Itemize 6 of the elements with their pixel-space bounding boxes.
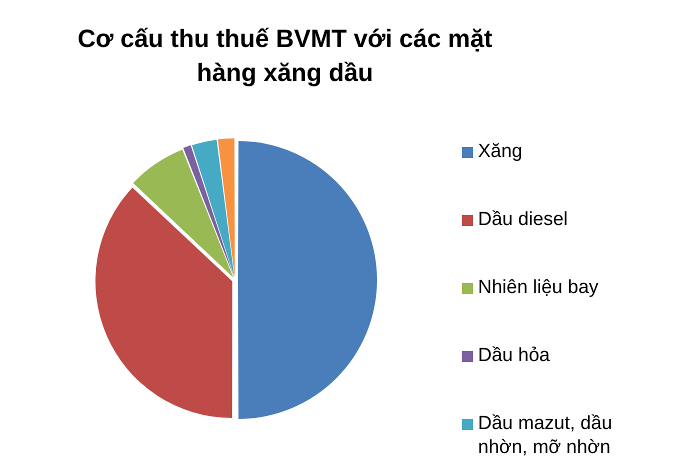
chart-title: Cơ cấu thu thuế BVMT với các mặt hàng xăng dầu bbox=[76, 24, 494, 89]
legend-label: Xăng bbox=[478, 140, 522, 164]
legend-label: Dầu mazut, dầu nhờn, mỡ nhờn bbox=[478, 412, 614, 460]
legend-label: Dầu hỏa bbox=[478, 344, 550, 368]
legend-label: Dầu diesel bbox=[478, 208, 568, 232]
legend-label: Nhiên liệu bay bbox=[478, 276, 598, 300]
